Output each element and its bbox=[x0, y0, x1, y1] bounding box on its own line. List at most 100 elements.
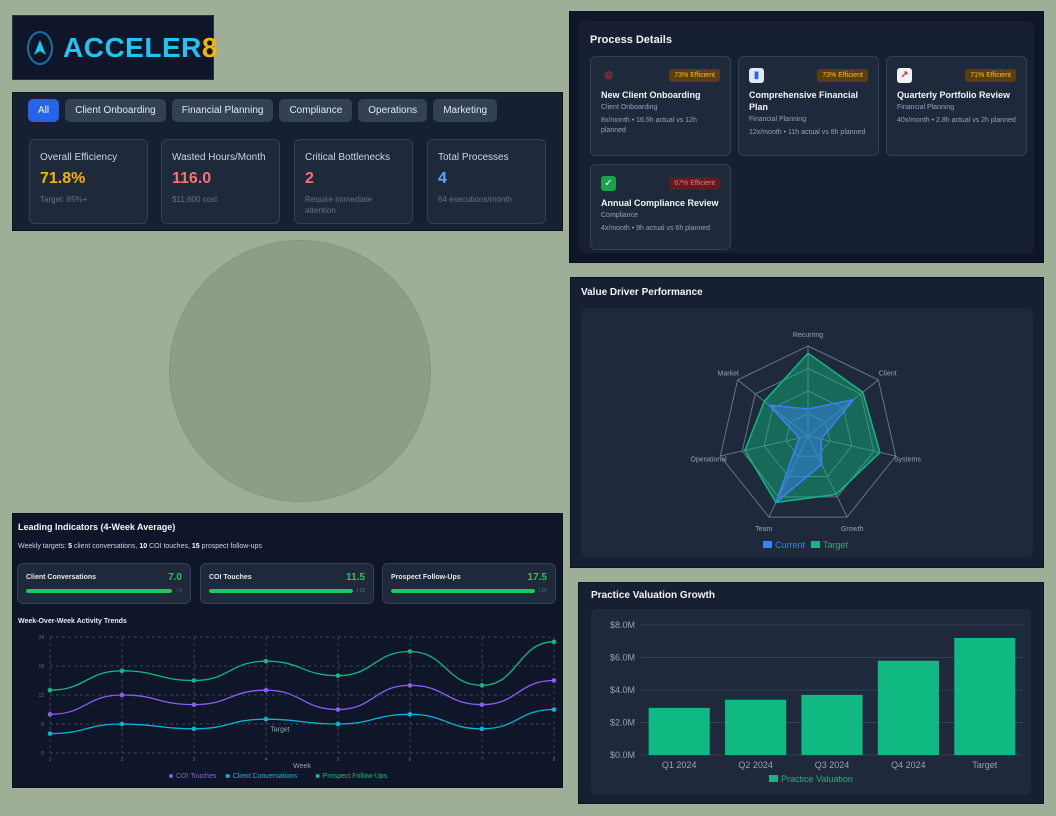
filter-all[interactable]: All bbox=[28, 99, 60, 122]
data-point bbox=[479, 683, 485, 688]
radar-spoke bbox=[807, 379, 879, 437]
metric-target: / 15 bbox=[538, 588, 547, 594]
metric-value: 7.0 bbox=[168, 572, 182, 583]
stat-label: Wasted Hours/Month bbox=[172, 152, 266, 163]
x-tick-label: 8 bbox=[553, 757, 556, 763]
radar-chart: Recurring Client Systems Growth Team Operatio… bbox=[690, 332, 921, 550]
metric-label: COI Touches bbox=[209, 574, 252, 581]
stat-value: 116.0 bbox=[172, 170, 212, 187]
process-card[interactable]: ✓ 67% Efficient Annual Compliance Review… bbox=[590, 164, 731, 250]
valuation-bar bbox=[725, 699, 787, 755]
filter-financial-planning[interactable]: Financial Planning bbox=[171, 99, 274, 122]
data-point bbox=[119, 721, 125, 727]
legend-label: Prospect Follow-Ups bbox=[323, 773, 388, 780]
progress-fill bbox=[209, 589, 353, 593]
data-point bbox=[407, 683, 413, 688]
progress-fill bbox=[391, 589, 535, 593]
radar-axis-label: Growth bbox=[841, 526, 864, 533]
y-tick-label: $6.0M bbox=[610, 653, 635, 663]
x-tick-label: 4 bbox=[265, 757, 268, 763]
filter-compliance[interactable]: Compliance bbox=[279, 99, 353, 122]
process-category: Financial Planning bbox=[897, 104, 955, 111]
process-name: New Client Onboarding bbox=[601, 90, 701, 100]
filter-operations[interactable]: Operations bbox=[358, 99, 428, 122]
metric-target: / 10 bbox=[356, 588, 365, 594]
stat-sub: Target: 85%+ bbox=[40, 195, 88, 204]
metric-target: / 5 bbox=[176, 588, 182, 594]
legend-swatch bbox=[763, 541, 772, 548]
data-point bbox=[191, 678, 197, 683]
process-details-title: Process Details bbox=[590, 34, 672, 46]
process-card[interactable]: ↗ 71% Efficient Quarterly Portfolio Revi… bbox=[886, 56, 1027, 156]
process-card[interactable]: ▮ 73% Efficient Comprehensive Financial … bbox=[738, 56, 879, 156]
process-category: Client Onboarding bbox=[601, 104, 658, 111]
legend-swatch bbox=[769, 775, 778, 782]
data-point bbox=[47, 731, 53, 736]
metric-label: Prospect Follow-Ups bbox=[391, 574, 461, 581]
x-tick-label: 7 bbox=[481, 757, 484, 763]
y-tick-label: 24 bbox=[38, 635, 44, 641]
data-point bbox=[119, 692, 125, 698]
metric-prospect-follow-ups: Prospect Follow-Ups 17.5 / 15 bbox=[382, 563, 556, 604]
radar-series-current bbox=[767, 398, 856, 505]
data-point bbox=[335, 721, 341, 727]
stat-value: 2 bbox=[305, 170, 314, 187]
process-name: Annual Compliance Review bbox=[601, 198, 719, 208]
data-point bbox=[263, 658, 269, 664]
x-tick-label: 2 bbox=[121, 757, 124, 763]
data-point bbox=[191, 702, 197, 707]
valuation-bar bbox=[801, 694, 863, 755]
bar-chart-icon: ▮ bbox=[749, 67, 764, 83]
filter-marketing[interactable]: Marketing bbox=[433, 99, 498, 122]
data-point bbox=[263, 687, 269, 693]
stat-value: 4 bbox=[438, 170, 447, 187]
data-point bbox=[479, 702, 485, 707]
efficiency-badge: 71% Efficient bbox=[965, 68, 1016, 82]
trend-title: Week-Over-Week Activity Trends bbox=[18, 618, 127, 625]
stat-sub: $11,600 cost bbox=[172, 195, 218, 204]
series-line-coi-touches bbox=[49, 679, 555, 715]
x-tick-label: Q2 2024 bbox=[738, 760, 773, 770]
targets-prefix: Weekly targets: bbox=[18, 543, 67, 550]
radar-axis-label: Operational bbox=[690, 457, 727, 464]
filter-client-onboarding[interactable]: Client Onboarding bbox=[65, 99, 166, 122]
radar-spoke bbox=[807, 435, 848, 518]
radar-grid-ring bbox=[741, 367, 875, 498]
stat-wasted-hours: Wasted Hours/Month 116.0 $11,600 cost bbox=[161, 139, 280, 224]
logo-word: ACCELER bbox=[63, 31, 202, 63]
data-point bbox=[335, 707, 341, 712]
x-tick-label: Target bbox=[972, 760, 998, 770]
process-detail: 8x/month • 16.5h actual vs 12h planned bbox=[601, 117, 697, 134]
x-axis-label: Week bbox=[293, 763, 311, 770]
process-detail: 40x/month • 2.8h actual vs 2h planned bbox=[897, 117, 1016, 124]
x-tick-label: 5 bbox=[337, 757, 340, 763]
metric-value: 17.5 bbox=[527, 572, 547, 583]
x-tick-label: 1 bbox=[49, 757, 52, 763]
data-point bbox=[551, 639, 557, 645]
stat-label: Total Processes bbox=[438, 152, 509, 163]
valuation-bar bbox=[648, 707, 710, 755]
radar-spoke bbox=[720, 435, 809, 457]
metric-value: 11.5 bbox=[346, 572, 365, 583]
data-point bbox=[335, 673, 341, 678]
weekly-targets: Weekly targets: 5 client conversations, … bbox=[18, 543, 262, 550]
data-point bbox=[479, 726, 485, 732]
legend-label: Practice Valuation bbox=[781, 774, 853, 784]
indicators-title: Leading Indicators (4-Week Average) bbox=[18, 522, 176, 532]
radar-grid-ring bbox=[785, 412, 831, 457]
y-tick-label: $0.0M bbox=[610, 750, 635, 760]
logo-number: 8 bbox=[201, 31, 218, 63]
efficiency-badge: 67% Efficient bbox=[669, 176, 720, 190]
logo: ACCELER 8 bbox=[12, 15, 217, 80]
target-value: 10 bbox=[139, 543, 148, 550]
data-point bbox=[407, 712, 413, 717]
x-tick-label: 6 bbox=[409, 757, 412, 763]
target-annotation: Target bbox=[270, 726, 290, 733]
series-line-prospect-follow-ups bbox=[49, 641, 555, 691]
process-details-panel: Process Details ◎ 73% Efficient New Clie… bbox=[569, 11, 1044, 263]
stat-sub: Require immediate attention bbox=[305, 195, 373, 215]
value-driver-title: Value Driver Performance bbox=[581, 287, 703, 298]
check-box-icon: ✓ bbox=[601, 175, 616, 191]
process-card[interactable]: ◎ 73% Efficient New Client Onboarding Cl… bbox=[590, 56, 731, 156]
